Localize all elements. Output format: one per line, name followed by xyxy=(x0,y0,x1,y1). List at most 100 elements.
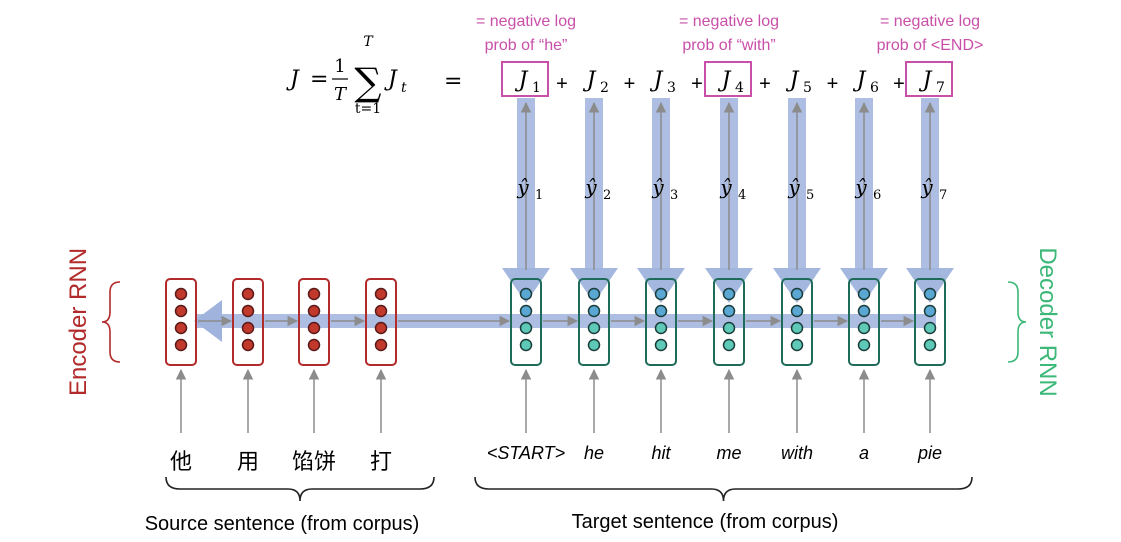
output-band-arrowhead xyxy=(906,268,954,303)
target-word: a xyxy=(859,443,869,463)
encoder-neuron xyxy=(307,304,321,318)
prediction-subscript: 3 xyxy=(670,188,678,203)
loss-term-bg xyxy=(850,64,880,94)
decoder-label: Decoder RNN xyxy=(1034,247,1061,396)
decoder-neuron xyxy=(923,321,937,335)
source-brace xyxy=(165,476,435,502)
decoder-cell xyxy=(645,278,677,366)
annotation-line1: = negative log xyxy=(476,13,576,30)
plus-sign: + xyxy=(893,73,905,95)
output-band-arrowhead xyxy=(637,268,685,303)
output-band-arrowhead xyxy=(773,268,821,303)
loss-term-subscript: 2 xyxy=(600,80,609,96)
decoder-neuron xyxy=(722,304,736,318)
decoder-cell xyxy=(848,278,880,366)
decoder-neuron xyxy=(654,287,668,301)
prediction-subscript: 4 xyxy=(738,188,746,203)
encoder-neuron xyxy=(241,338,255,352)
decoder-neuron xyxy=(857,321,871,335)
encoder-neuron xyxy=(374,321,388,335)
decoder-neuron xyxy=(587,321,601,335)
loss-term-bg xyxy=(783,64,813,94)
source-caption: Source sentence (from corpus) xyxy=(145,513,420,535)
plus-sign: + xyxy=(556,73,568,95)
loss-frac-num: 1 xyxy=(334,56,345,77)
loss-term-label: J xyxy=(515,68,529,93)
prediction-label: ŷ xyxy=(920,175,933,199)
loss-equals: = xyxy=(310,67,328,92)
loss-term-subscript: 6 xyxy=(870,80,879,96)
decoder-neuron xyxy=(519,304,533,318)
sum-term: J xyxy=(384,67,398,92)
decoder-neuron xyxy=(587,287,601,301)
annotation-line1: = negative log xyxy=(679,13,779,30)
target-word: he xyxy=(584,443,604,463)
prediction-label: ŷ xyxy=(787,175,800,199)
decoder-neuron xyxy=(587,338,601,352)
sum-term-sub: t xyxy=(401,80,407,96)
loss-term-label: J xyxy=(718,68,732,93)
annotation-line2: prob of “with” xyxy=(682,37,775,54)
target-brace xyxy=(474,476,973,502)
source-word: 用 xyxy=(237,450,259,475)
decoder-cell xyxy=(713,278,745,366)
loss-term-label: J xyxy=(650,68,664,93)
loss-term-highlight-box xyxy=(704,61,752,97)
annotation-line2: prob of “he” xyxy=(485,37,568,54)
decoder-cell xyxy=(578,278,610,366)
encoder-neuron xyxy=(174,304,188,318)
encoder-neuron xyxy=(174,287,188,301)
sum-upper: T xyxy=(363,34,374,50)
encoder-neuron xyxy=(307,287,321,301)
prediction-label: ŷ xyxy=(854,175,867,199)
encoder-neuron xyxy=(174,338,188,352)
encoder-neuron xyxy=(241,304,255,318)
target-word: me xyxy=(716,443,741,463)
output-band-arrowhead xyxy=(840,268,888,303)
plus-sign: + xyxy=(624,73,636,95)
loss-term-subscript: 3 xyxy=(667,80,676,96)
target-word: hit xyxy=(651,443,671,463)
encoder-neuron xyxy=(374,304,388,318)
output-band-arrowhead xyxy=(705,268,753,303)
decoder-neuron xyxy=(790,287,804,301)
decoder-neuron xyxy=(722,338,736,352)
decoder-cell xyxy=(510,278,542,366)
encoder-label: Encoder RNN xyxy=(65,248,92,396)
decoder-neuron xyxy=(923,304,937,318)
plus-sign: + xyxy=(827,73,839,95)
target-word: with xyxy=(781,443,813,463)
annotation-line2: prob of <END> xyxy=(877,37,984,54)
decoder-neuron xyxy=(857,338,871,352)
decoder-cell xyxy=(914,278,946,366)
annotation-line1: = negative log xyxy=(880,13,980,30)
plus-sign: + xyxy=(759,73,771,95)
decoder-neuron xyxy=(790,304,804,318)
prediction-subscript: 7 xyxy=(939,188,947,203)
diagram-body: ŷ 1 ŷ 2 ŷ 3 ŷ 4 ŷ 5 ŷ 6 ŷ 7J 1 + J 2 + J 3 + J 4 + J 5 + J 6 + J 7= nega… xyxy=(65,13,1061,535)
encoder-neuron xyxy=(374,287,388,301)
loss-lhs: J xyxy=(286,67,300,92)
encoder-neuron xyxy=(374,338,388,352)
target-word: <START> xyxy=(487,443,565,463)
prediction-subscript: 2 xyxy=(603,188,611,203)
source-word: 他 xyxy=(170,450,192,475)
sum-lower: t=1 xyxy=(355,101,381,117)
decoder-neuron xyxy=(654,338,668,352)
target-word: pie xyxy=(917,443,942,463)
loss-term-subscript: 5 xyxy=(803,80,812,96)
prediction-label: ŷ xyxy=(584,175,597,199)
loss-term-subscript: 7 xyxy=(936,80,945,96)
prediction-label: ŷ xyxy=(719,175,732,199)
loss-term-label: J xyxy=(919,68,933,93)
decoder-brace xyxy=(1007,281,1027,363)
decoder-neuron xyxy=(519,321,533,335)
encoder-cell xyxy=(298,278,330,366)
prediction-label: ŷ xyxy=(651,175,664,199)
decoder-neuron xyxy=(587,304,601,318)
prediction-label: ŷ xyxy=(516,175,529,199)
loss-term-highlight-box xyxy=(905,61,953,97)
decoder-neuron xyxy=(722,321,736,335)
encoder-cell xyxy=(165,278,197,366)
prediction-subscript: 1 xyxy=(535,188,543,203)
